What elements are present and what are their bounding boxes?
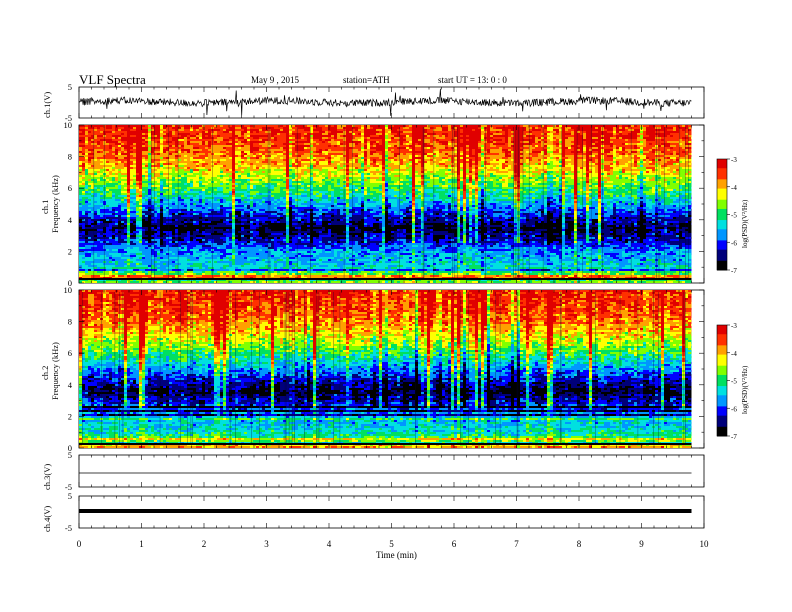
ch2-channel-label: ch.2 xyxy=(40,366,50,380)
figure-title: VLF Spectra xyxy=(79,72,146,87)
ytick-label: 6 xyxy=(68,348,72,358)
xtick-label: 5 xyxy=(389,539,394,549)
ch2-frequency-ylabel: Frequency (kHz) xyxy=(50,342,60,400)
colorbar-tick-label: -6 xyxy=(731,239,737,247)
colorbar-tick-label: -5 xyxy=(731,378,737,386)
ch1-waveform xyxy=(78,88,692,116)
xtick-label: 0 xyxy=(77,539,82,549)
ch2-spectrogram xyxy=(79,290,692,448)
ch1-colorbar-label: log(PSD)(V²/Hz) xyxy=(741,199,749,248)
ytick-label: 2 xyxy=(68,246,72,256)
ch1-colorbar: -3 -4 -5 -6 -7 xyxy=(716,156,737,275)
x-tick-labels: 0 1 2 3 4 5 6 7 8 9 10 xyxy=(77,539,709,549)
ytick-label: 8 xyxy=(68,152,72,162)
colorbar-tick-label: -3 xyxy=(731,156,737,164)
ytick-label: 10 xyxy=(64,285,73,295)
xtick-label: 9 xyxy=(639,539,644,549)
colorbar-tick-label: -7 xyxy=(731,267,737,275)
ytick-label: 2 xyxy=(68,411,72,421)
ytick-label: -5 xyxy=(65,523,72,533)
x-axis-label: Time (min) xyxy=(376,550,417,560)
xtick-label: 8 xyxy=(577,539,582,549)
station-label: station=ATH xyxy=(343,75,390,85)
ytick-label: -5 xyxy=(65,482,72,492)
xtick-label: 6 xyxy=(452,539,457,549)
ytick-label: 5 xyxy=(68,82,72,92)
ch4-waveform-ylabel: ch.4(V) xyxy=(42,506,52,532)
ytick-label: -5 xyxy=(65,113,72,123)
xtick-label: 4 xyxy=(327,539,332,549)
xtick-label: 2 xyxy=(202,539,207,549)
ch1-spectrogram xyxy=(79,125,692,283)
ch1-waveform-ylabel: ch.1(V) xyxy=(42,92,52,118)
ytick-label: 0 xyxy=(68,278,72,288)
ch1-frequency-ylabel: Frequency (kHz) xyxy=(50,175,60,233)
colorbar-tick-label: -5 xyxy=(731,212,737,220)
ytick-label: 5 xyxy=(68,491,72,501)
ytick-label: 8 xyxy=(68,317,72,327)
colorbar-tick-label: -4 xyxy=(731,350,737,358)
ytick-label: 6 xyxy=(68,183,72,193)
colorbar-tick-label: -7 xyxy=(731,433,737,441)
colorbar-tick-label: -6 xyxy=(731,405,737,413)
ch3-waveform-ylabel: ch.3(V) xyxy=(42,464,52,490)
ytick-label: 4 xyxy=(68,380,73,390)
xtick-label: 1 xyxy=(139,539,144,549)
colorbar-tick-label: -3 xyxy=(731,322,737,330)
ch1-channel-label: ch.1 xyxy=(40,200,50,214)
xtick-label: 10 xyxy=(700,539,710,549)
xtick-label: 3 xyxy=(264,539,269,549)
axis-ticks xyxy=(78,87,705,528)
ytick-label: 5 xyxy=(68,450,72,460)
start-time-label: start UT = 13: 0 : 0 xyxy=(438,75,507,85)
ch2-colorbar-label: log(PSD)(V²/Hz) xyxy=(741,365,749,414)
ytick-label: 4 xyxy=(68,215,73,225)
ytick-label: 10 xyxy=(64,120,73,130)
ytick-label: 0 xyxy=(68,443,72,453)
colorbar-tick-label: -4 xyxy=(731,184,737,192)
date-label: May 9 , 2015 xyxy=(251,75,299,85)
ch2-colorbar: -3 -4 -5 -6 -7 xyxy=(716,322,737,441)
xtick-label: 7 xyxy=(514,539,519,549)
